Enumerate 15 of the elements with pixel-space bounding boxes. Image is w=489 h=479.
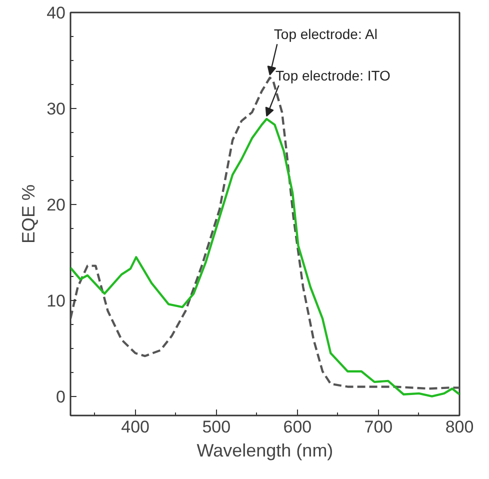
x-tick-label: 800 <box>445 418 474 436</box>
x-tick-label: 600 <box>283 418 312 436</box>
y-tick-label: 20 <box>46 195 66 214</box>
x-tick-label: 400 <box>121 418 150 436</box>
line-series <box>70 118 460 398</box>
annotation: Top electrode: ITO <box>276 67 391 84</box>
annotation: Top electrode: Al <box>274 26 378 42</box>
y-tick-label: 40 <box>46 4 66 22</box>
x-tick-label: 700 <box>364 418 393 436</box>
y-axis-title: EQE % <box>18 184 39 244</box>
x-axis-title: Wavelength (nm) <box>196 440 334 460</box>
y-tick-label: 30 <box>46 99 66 118</box>
y-tick-label: 10 <box>46 291 66 310</box>
y-tick-label: 0 <box>56 387 66 406</box>
x-tick-label: 500 <box>202 418 231 436</box>
